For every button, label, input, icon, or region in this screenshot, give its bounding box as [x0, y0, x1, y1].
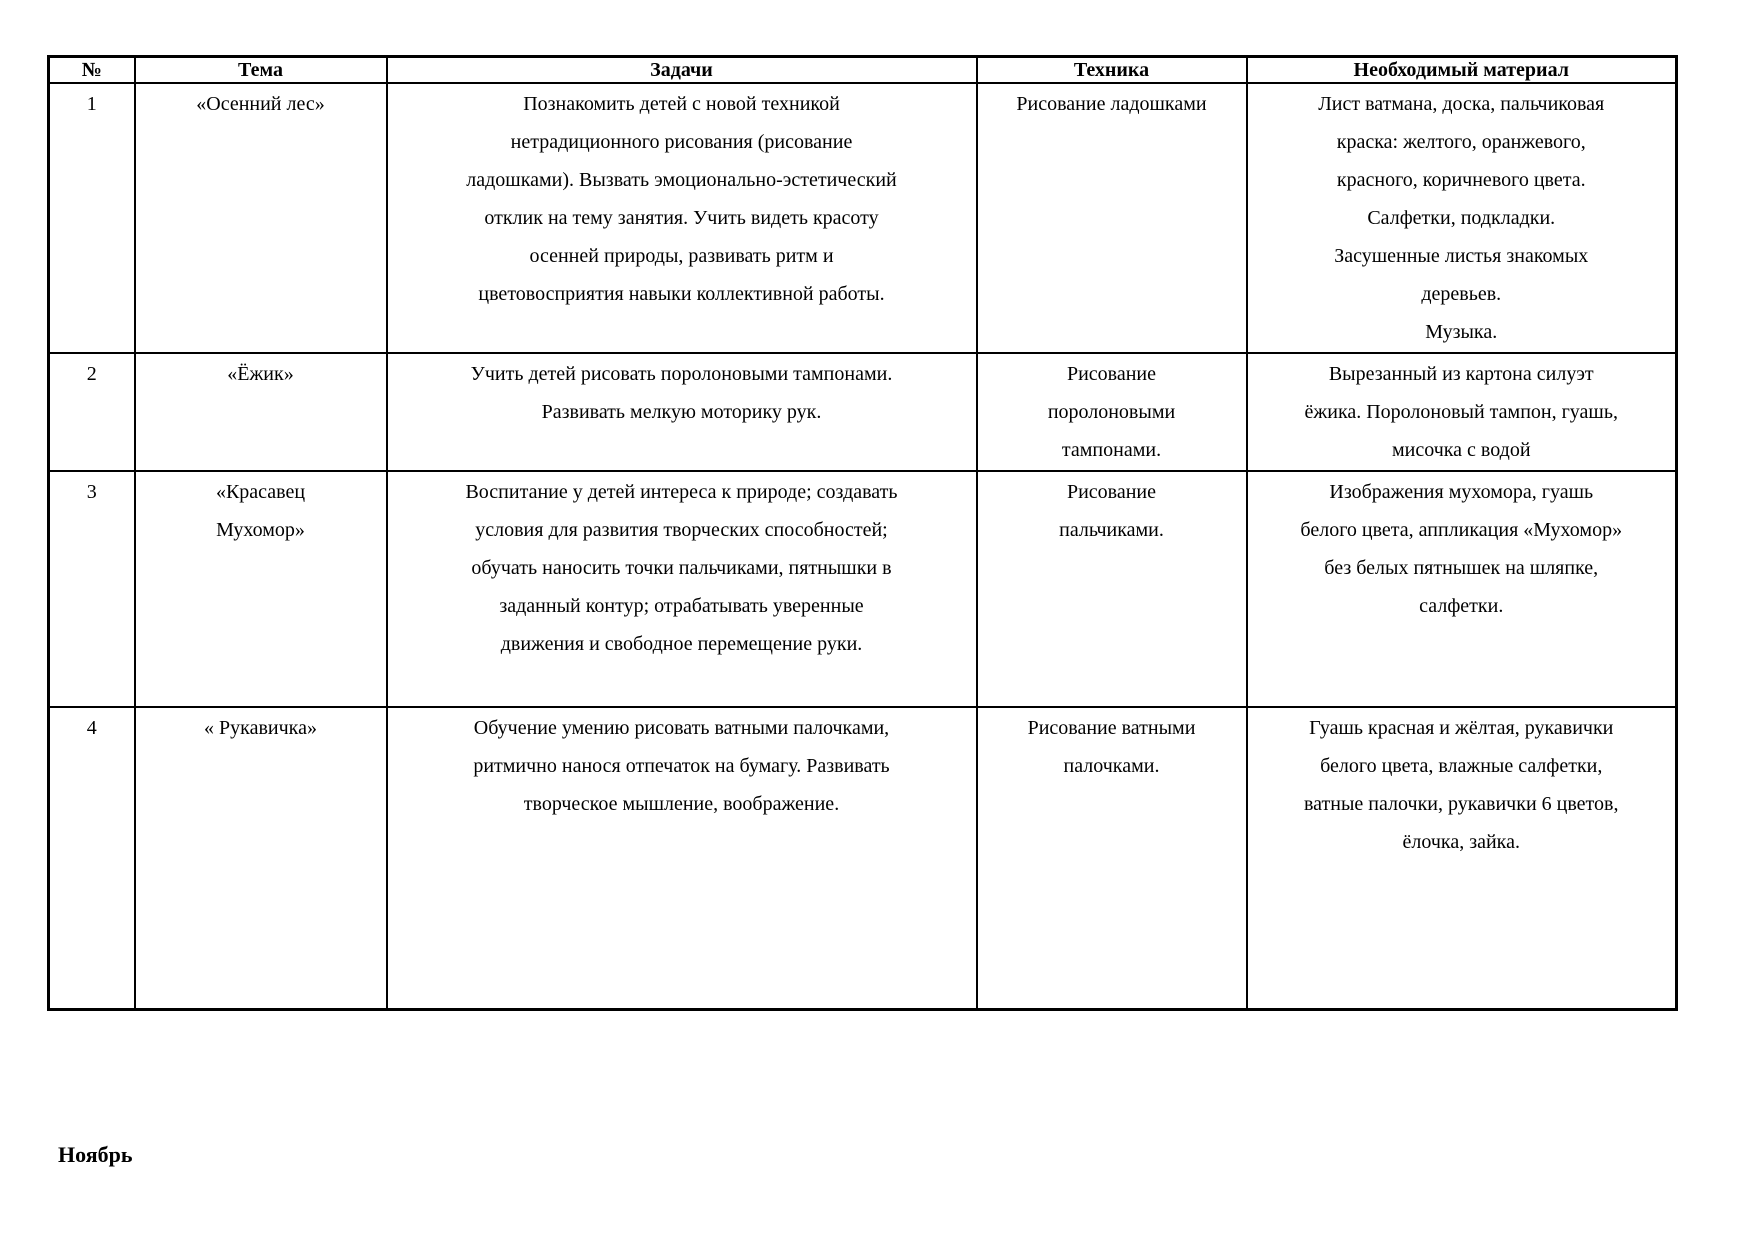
cell-tema: «Осенний лес» [133, 82, 388, 354]
cell-number: 2 [47, 352, 136, 472]
cell-tekhnika: Рисование ватными палочками. [975, 706, 1248, 1010]
header-tema: Тема [133, 55, 388, 84]
cell-number: 3 [47, 470, 136, 708]
table-row: 2 «Ёжик» Учить детей рисовать поролоновы… [47, 352, 1678, 472]
document-page: № Тема Задачи Техника Необходимый матери… [0, 55, 1754, 1240]
lesson-plan-table: № Тема Задачи Техника Необходимый матери… [47, 55, 1678, 1011]
cell-number: 1 [47, 82, 136, 354]
cell-zadachi: Воспитание у детей интереса к природе; с… [385, 470, 978, 708]
cell-zadachi: Учить детей рисовать поролоновыми тампон… [385, 352, 978, 472]
cell-number: 4 [47, 706, 136, 1010]
cell-tekhnika: Рисование пальчиками. [975, 470, 1248, 708]
table-row: 3 «Красавец Мухомор» Воспитание у детей … [47, 470, 1678, 708]
header-material: Необходимый материал [1245, 55, 1678, 84]
cell-tekhnika: Рисование поролоновыми тампонами. [975, 352, 1248, 472]
cell-material: Изображения мухомора, гуашь белого цвета… [1245, 470, 1678, 708]
cell-tekhnika: Рисование ладошками [975, 82, 1248, 354]
cell-zadachi: Познакомить детей с новой техникой нетра… [385, 82, 978, 354]
table-row: 1 «Осенний лес» Познакомить детей с ново… [47, 82, 1678, 354]
cell-material: Лист ватмана, доска, пальчиковая краска:… [1245, 82, 1678, 354]
header-tekhnika: Техника [975, 55, 1248, 84]
table-row: 4 « Рукавичка» Обучение умению рисовать … [47, 706, 1678, 1010]
header-zadachi: Задачи [385, 55, 978, 84]
cell-tema: « Рукавичка» [133, 706, 388, 1010]
header-number: № [47, 55, 136, 84]
cell-tema: «Красавец Мухомор» [133, 470, 388, 708]
cell-zadachi: Обучение умению рисовать ватными палочка… [385, 706, 978, 1010]
cell-material: Гуашь красная и жёлтая, рукавички белого… [1245, 706, 1678, 1010]
table-header-row: № Тема Задачи Техника Необходимый матери… [47, 55, 1678, 84]
cell-material: Вырезанный из картона силуэт ёжика. Поро… [1245, 352, 1678, 472]
month-heading: Ноябрь [58, 1141, 133, 1167]
cell-tema: «Ёжик» [133, 352, 388, 472]
